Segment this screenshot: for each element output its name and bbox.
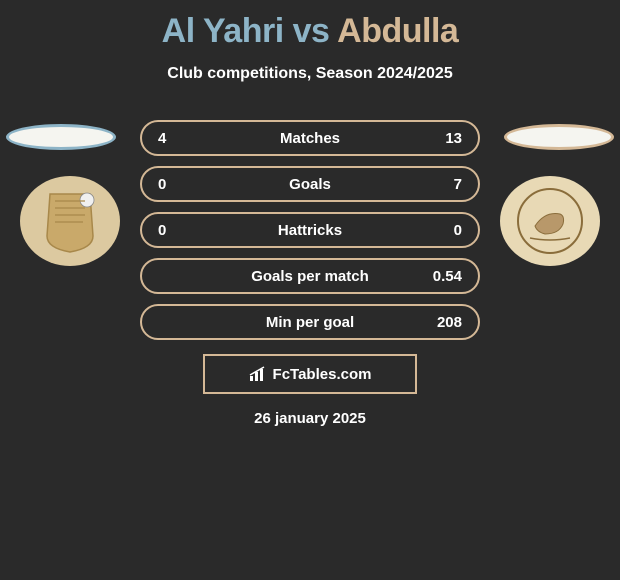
stat-label: Matches <box>208 130 412 147</box>
stat-left-value: 0 <box>158 176 208 193</box>
stat-left-value: 4 <box>158 130 208 147</box>
brand-text: FcTables.com <box>273 366 372 383</box>
stat-right-value: 208 <box>412 314 462 331</box>
date-text: 26 january 2025 <box>0 410 620 427</box>
brand-badge: FcTables.com <box>203 354 417 394</box>
shield-icon <box>35 186 105 256</box>
player2-name: Abdulla <box>337 12 458 50</box>
stat-row: Min per goal 208 <box>140 304 480 340</box>
stat-label: Goals per match <box>208 268 412 285</box>
stat-row: 4 Matches 13 <box>140 120 480 156</box>
stat-right-value: 0 <box>412 222 462 239</box>
player1-name: Al Yahri <box>162 12 284 50</box>
stat-right-value: 0.54 <box>412 268 462 285</box>
bird-icon <box>515 186 585 256</box>
stat-label: Hattricks <box>208 222 412 239</box>
stats-container: 4 Matches 13 0 Goals 7 0 Hattricks 0 Goa… <box>140 120 480 350</box>
player1-club-logo <box>20 176 120 266</box>
subtitle: Club competitions, Season 2024/2025 <box>0 65 620 83</box>
page-title: Al Yahri vs Abdulla <box>0 0 620 51</box>
stat-right-value: 13 <box>412 130 462 147</box>
stat-left-value: 0 <box>158 222 208 239</box>
stat-label: Min per goal <box>208 314 412 331</box>
chart-icon <box>249 366 269 382</box>
vs-text: vs <box>293 12 330 50</box>
player2-club-logo <box>500 176 600 266</box>
player2-avatar-placeholder <box>504 124 614 150</box>
stat-label: Goals <box>208 176 412 193</box>
stat-row: 0 Hattricks 0 <box>140 212 480 248</box>
stat-right-value: 7 <box>412 176 462 193</box>
stat-row: 0 Goals 7 <box>140 166 480 202</box>
player1-avatar-placeholder <box>6 124 116 150</box>
stat-row: Goals per match 0.54 <box>140 258 480 294</box>
